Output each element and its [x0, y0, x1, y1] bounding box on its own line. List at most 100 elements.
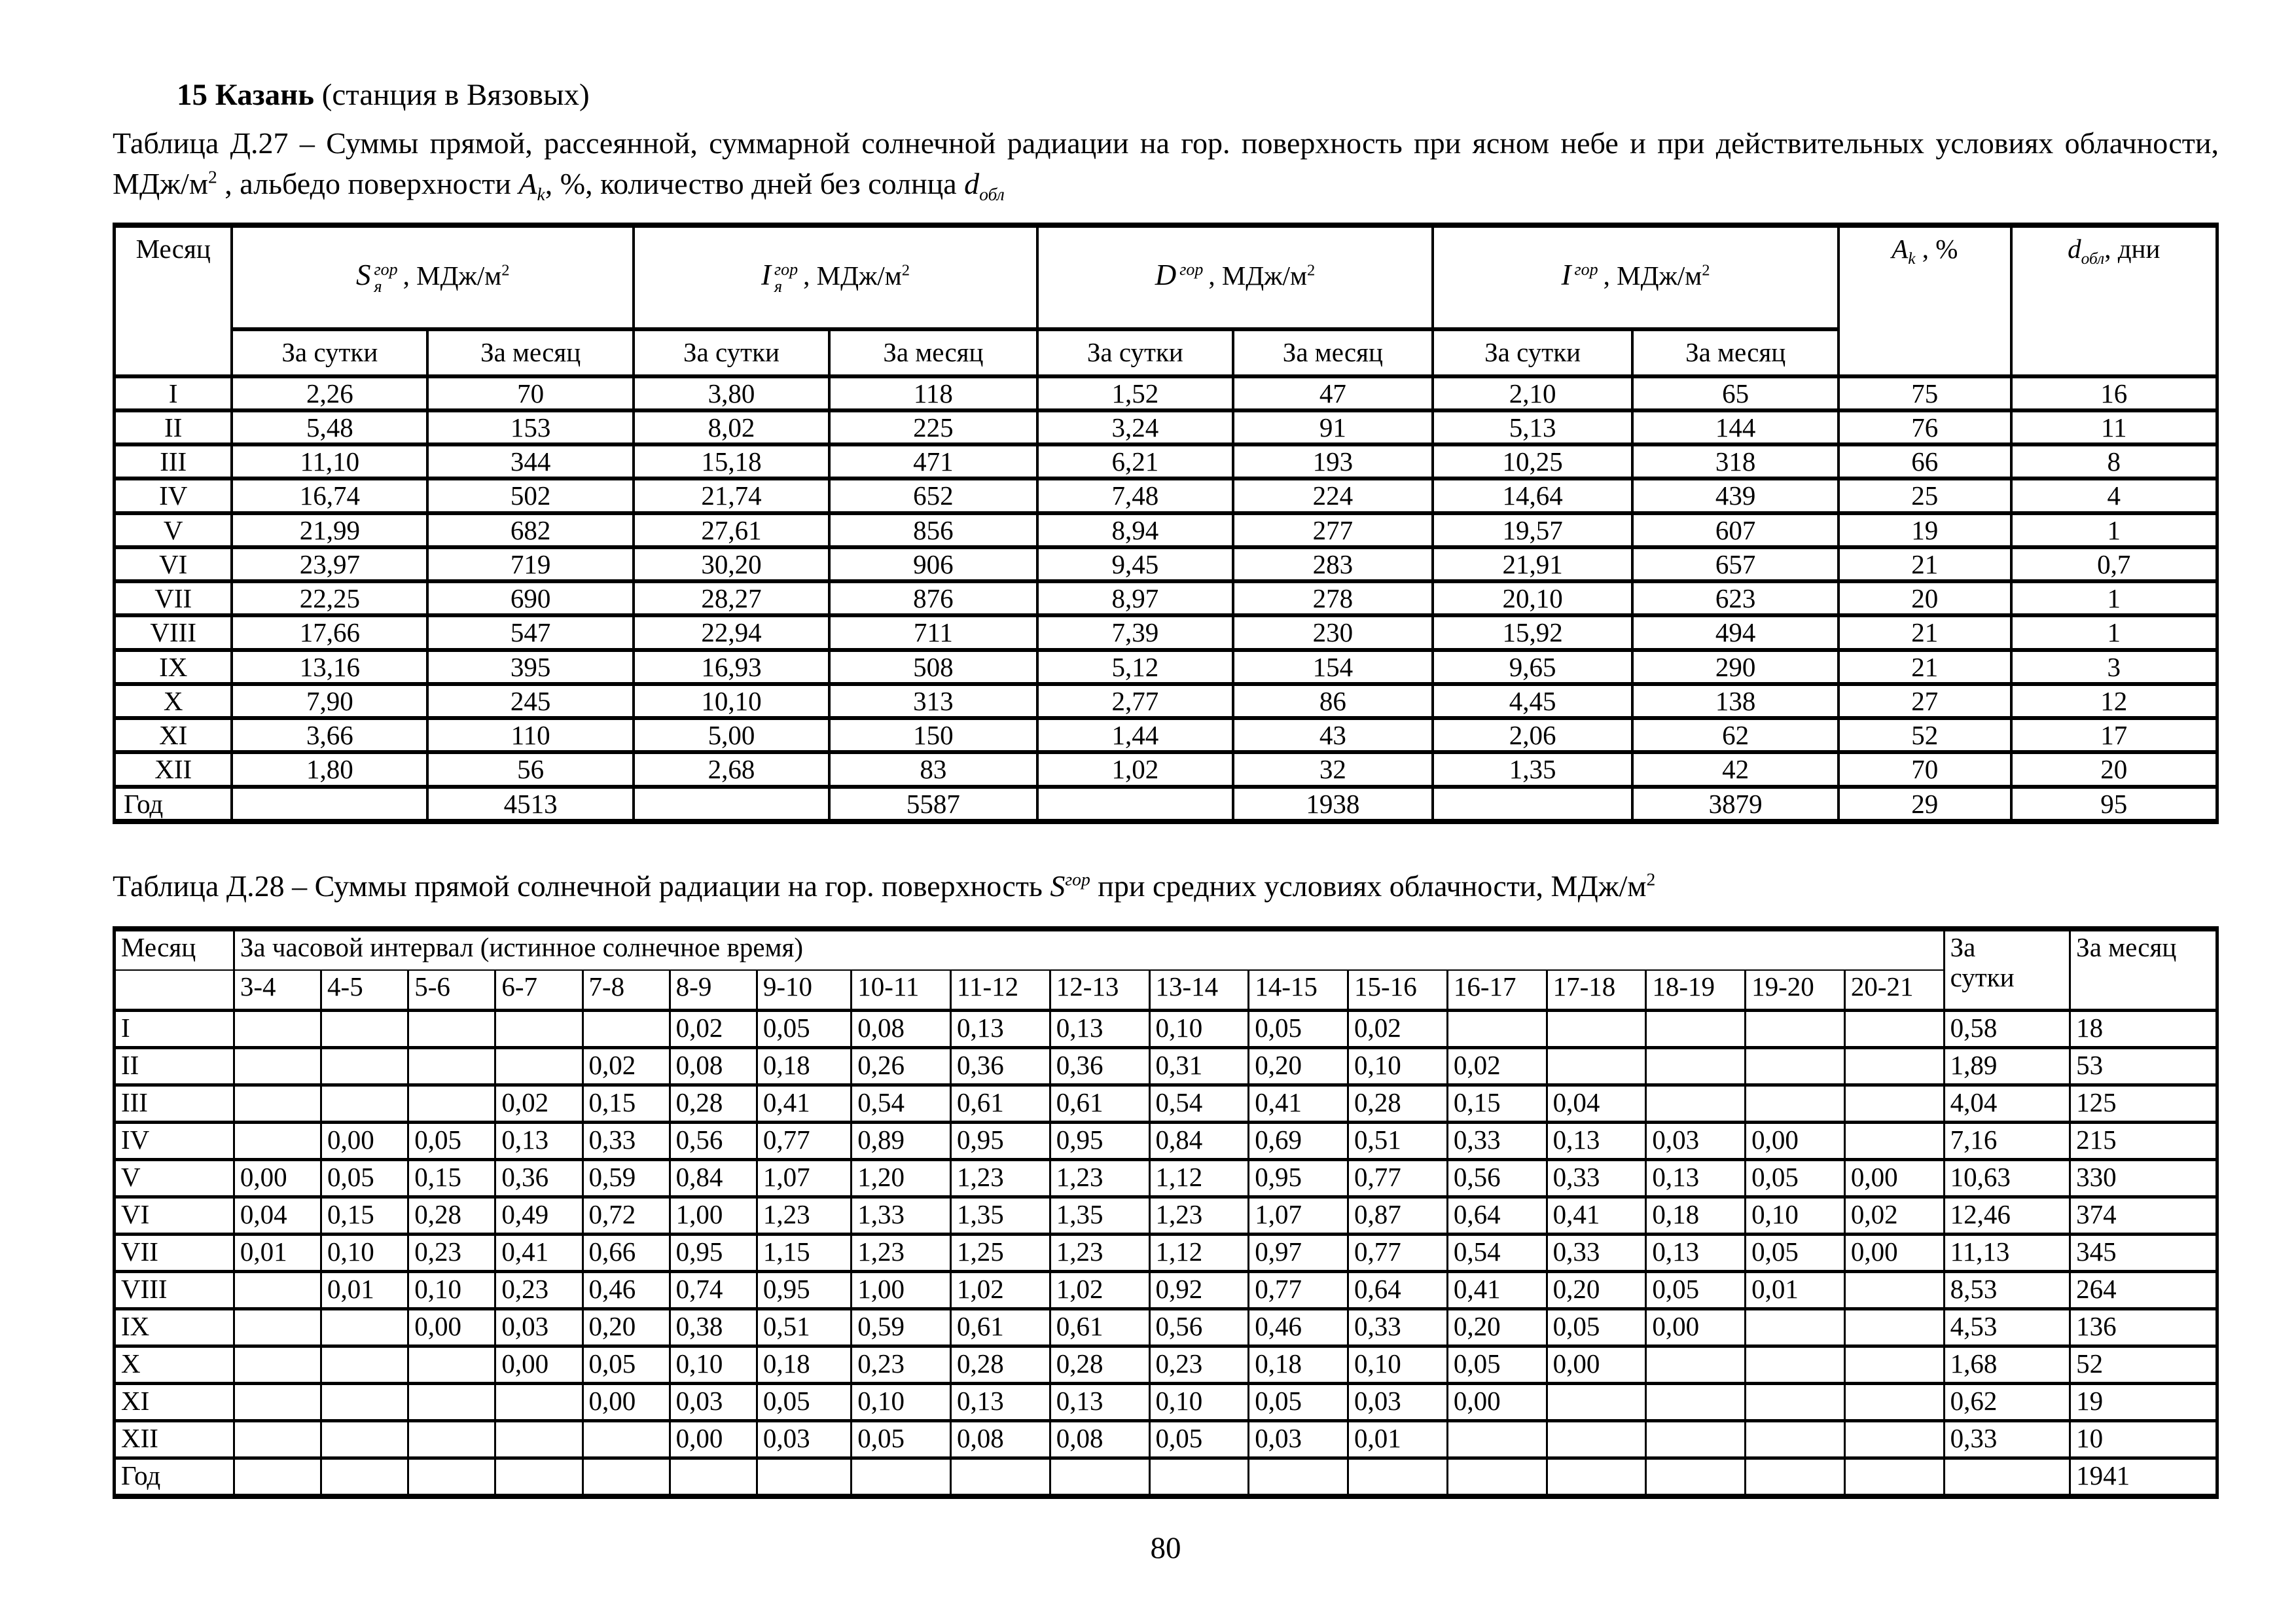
hour-value-cell: 0,41 — [755, 1083, 853, 1125]
table27-data-row: VII 22,25 690 28,27 876 8,97 278 20,10 6… — [113, 579, 2219, 618]
hour-value-cell: 0,18 — [1645, 1195, 1747, 1236]
hour-value-cell: 0,33 — [1545, 1233, 1647, 1274]
value-cell: 7,39 — [1035, 613, 1234, 652]
hour-value-cell — [407, 1046, 497, 1087]
subheader-per-day: За сутки — [1431, 327, 1634, 378]
hour-value-cell — [407, 1382, 497, 1423]
table27-header-row2: За сутки За месяц За сутки За месяц За с… — [115, 327, 2217, 378]
table27-data-row: XI 3,66 110 5,00 150 1,44 43 2,06 62 52 … — [113, 716, 2219, 755]
value-cell: 652 — [827, 477, 1039, 515]
hour-value-cell: 0,28 — [407, 1195, 497, 1236]
hour-value-cell: 0,05 — [1545, 1307, 1647, 1348]
hour-value-cell — [1744, 1344, 1846, 1386]
value-cell: 5,12 — [1035, 647, 1234, 686]
month-total-cell: 136 — [2069, 1307, 2218, 1348]
value-cell: 153 — [426, 408, 636, 447]
value-cell: 21,74 — [632, 477, 831, 515]
hour-value-cell — [320, 1382, 410, 1423]
hour-value-cell — [581, 1456, 671, 1498]
table28-data-row: XI 0,00 0,03 0,05 0,10 0,13 0,13 0,10 0,… — [113, 1382, 2218, 1423]
value-cell: 2,06 — [1431, 716, 1634, 755]
value-cell: 19,57 — [1431, 511, 1634, 549]
hour-value-cell — [407, 1344, 497, 1386]
month-cell: VII — [113, 579, 234, 618]
table27-caption: Таблица Д.27 – Суммы прямой, рассеянной,… — [113, 123, 2219, 207]
hour-value-cell: 1,25 — [949, 1233, 1051, 1274]
hour-value-cell: 0,00 — [407, 1307, 497, 1348]
hour-value-cell — [320, 1419, 410, 1460]
hour-value-cell — [1744, 1083, 1846, 1125]
hour-interval-label: 9-10 — [755, 969, 853, 1013]
table27-data-row: III 11,10 344 15,18 471 6,21 193 10,25 3… — [113, 442, 2219, 481]
hour-value-cell: 0,28 — [1347, 1083, 1448, 1125]
day-total-cell — [1943, 1456, 2072, 1498]
hour-value-cell — [232, 1009, 323, 1050]
value-cell: 15,92 — [1431, 613, 1634, 652]
table28-data-row: III 0,02 0,15 0,28 0,41 0,54 0,61 0,61 0… — [113, 1083, 2218, 1125]
value-cell: 20 — [2009, 750, 2219, 789]
value-cell: 193 — [1231, 442, 1434, 481]
station-number-name: 15 Казань — [177, 78, 315, 112]
hour-value-cell — [1645, 1344, 1747, 1386]
hour-value-cell — [1744, 1046, 1846, 1087]
value-cell: 5,48 — [230, 408, 429, 447]
day-total-cell: 4,04 — [1943, 1083, 2072, 1125]
table28-data-row: VI 0,04 0,15 0,28 0,49 0,72 1,00 1,23 1,… — [113, 1195, 2218, 1236]
value-cell: 21,99 — [230, 511, 429, 549]
hour-value-cell: 0,84 — [668, 1158, 758, 1199]
table27-data-row: VI 23,97 719 30,20 906 9,45 283 21,91 65… — [113, 545, 2219, 584]
hour-value-cell: 0,84 — [1148, 1121, 1250, 1162]
value-cell: 8 — [2009, 442, 2219, 481]
per-day-label: За сутки — [1950, 932, 2015, 992]
value-cell: 690 — [426, 579, 636, 618]
value-cell: 75 — [1837, 374, 2013, 412]
value-cell: 9,45 — [1035, 545, 1234, 584]
hour-value-cell: 0,51 — [755, 1307, 853, 1348]
table27-data-row: IX 13,16 395 16,93 508 5,12 154 9,65 290… — [113, 647, 2219, 686]
caption28-text: Таблица Д.28 – Суммы прямой солнечной ра… — [113, 869, 1050, 903]
hour-value-cell: 0,15 — [407, 1158, 497, 1199]
value-cell: 22,94 — [632, 613, 831, 652]
hour-value-cell: 1,23 — [1148, 1195, 1250, 1236]
hour-value-cell — [1744, 1419, 1846, 1460]
month-total-cell: 215 — [2069, 1121, 2218, 1162]
hour-interval-label: 11-12 — [949, 969, 1051, 1013]
hour-value-cell: 0,95 — [755, 1270, 853, 1311]
hour-value-cell: 0,10 — [320, 1233, 410, 1274]
hour-value-cell: 0,10 — [1744, 1195, 1846, 1236]
hour-value-cell — [1645, 1009, 1747, 1050]
month-cell: II — [113, 408, 234, 447]
hour-value-cell — [320, 1046, 410, 1087]
value-cell: 52 — [1837, 716, 2013, 755]
hour-value-cell: 0,13 — [1645, 1233, 1747, 1274]
value-cell: 16,74 — [230, 477, 429, 515]
month-cell: X — [113, 1344, 235, 1386]
hour-value-cell: 0,05 — [1247, 1382, 1350, 1423]
hour-value-cell: 0,08 — [1049, 1419, 1151, 1460]
value-cell: 278 — [1231, 579, 1434, 618]
value-cell: 2,68 — [632, 750, 831, 789]
table28-data-row: V 0,00 0,05 0,15 0,36 0,59 0,84 1,07 1,2… — [113, 1158, 2218, 1199]
hour-interval-label: 17-18 — [1545, 969, 1647, 1013]
day-total-cell: 7,16 — [1943, 1121, 2072, 1162]
superscript-2: 2 — [1646, 869, 1656, 890]
symbol-sub: я — [774, 277, 783, 297]
hour-value-cell: 0,61 — [1049, 1083, 1151, 1125]
hour-value-cell: 0,10 — [407, 1270, 497, 1311]
value-cell: 439 — [1631, 477, 1840, 515]
hour-value-cell — [320, 1307, 410, 1348]
hour-value-cell — [1545, 1382, 1647, 1423]
hour-value-cell: 0,41 — [1247, 1083, 1350, 1125]
hour-value-cell: 0,77 — [1247, 1270, 1350, 1311]
value-cell: 21 — [1837, 647, 2013, 686]
hour-value-cell — [232, 1419, 323, 1460]
albedo-subscript: k — [1908, 249, 1916, 268]
symbol-sub: я — [374, 277, 382, 297]
month-cell: V — [113, 511, 234, 549]
value-cell: 711 — [827, 613, 1039, 652]
hour-value-cell: 1,23 — [755, 1195, 853, 1236]
hour-value-cell: 0,00 — [1446, 1382, 1548, 1423]
value-cell: 224 — [1231, 477, 1434, 515]
